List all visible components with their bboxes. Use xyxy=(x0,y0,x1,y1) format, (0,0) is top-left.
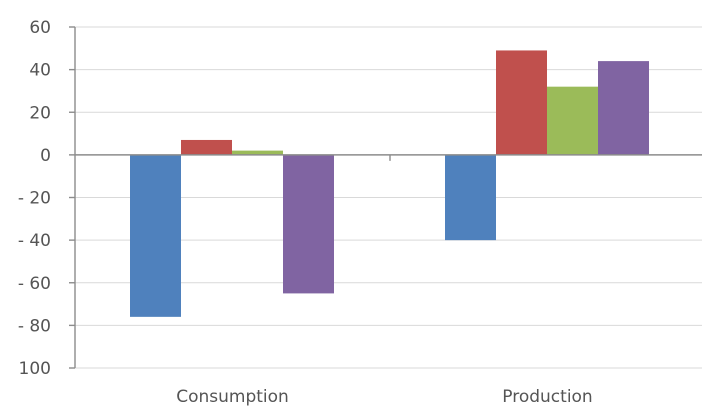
x-category-label: Production xyxy=(502,387,592,407)
y-tick-label: 0 xyxy=(40,146,51,166)
y-tick-label: - 60 xyxy=(18,274,51,294)
y-tick-label: 100 xyxy=(19,359,51,379)
y-tick-label: 60 xyxy=(29,18,51,38)
bar-consumption-series-3 xyxy=(232,150,283,155)
axes xyxy=(69,26,702,369)
bar-production-series-1 xyxy=(445,154,496,241)
bar-consumption-series-2 xyxy=(181,139,232,155)
y-tick-label: 20 xyxy=(29,103,51,123)
bar-consumption-series-4 xyxy=(283,154,334,294)
x-category-labels: Consumption Production xyxy=(176,387,593,407)
bar-consumption-series-1 xyxy=(130,154,181,317)
y-tick-label: - 40 xyxy=(18,231,51,251)
bar-production-series-4 xyxy=(598,61,649,155)
y-tick-label: 40 xyxy=(29,61,51,81)
y-tick-label: - 20 xyxy=(18,189,51,209)
bars xyxy=(130,50,649,317)
bar-production-series-2 xyxy=(496,50,547,155)
y-tick-label: - 80 xyxy=(18,316,51,336)
bar-production-series-3 xyxy=(547,86,598,155)
x-category-label: Consumption xyxy=(176,387,289,407)
y-tick-labels: 60 40 20 0 - 20 - 40 - 60 - 80 100 xyxy=(18,18,51,379)
